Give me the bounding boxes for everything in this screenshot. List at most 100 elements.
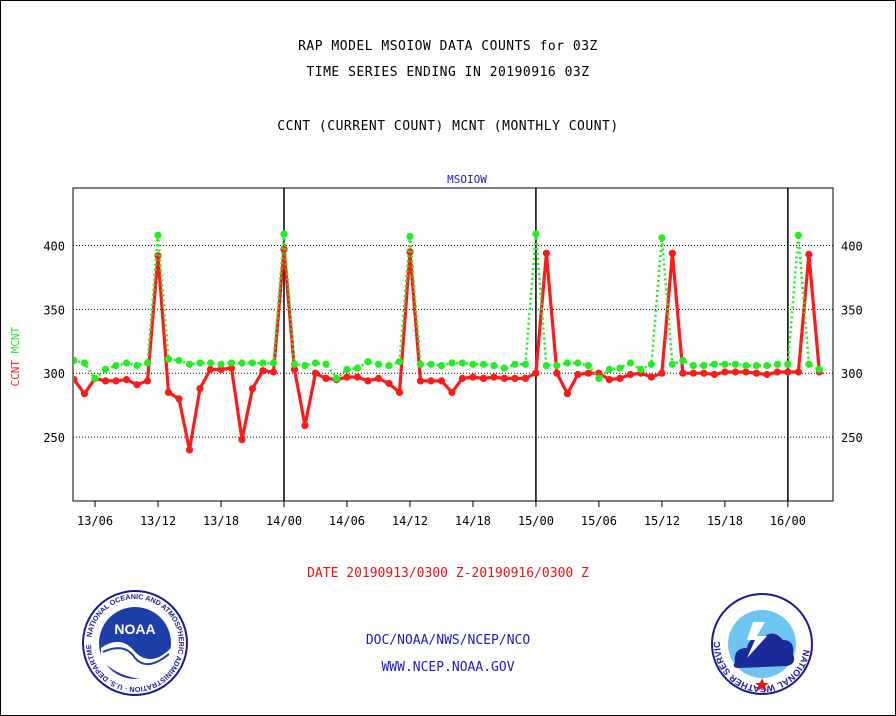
y-axis-label-ccnt: CCNT [9, 360, 22, 387]
data-point-ccnt [248, 385, 257, 393]
data-point-mcnt [238, 359, 246, 367]
data-point-mcnt [185, 360, 194, 368]
data-point-ccnt [374, 374, 383, 382]
data-point-ccnt [112, 377, 120, 385]
data-point-mcnt [164, 355, 173, 363]
data-point-mcnt [553, 362, 561, 370]
data-point-ccnt [700, 369, 708, 377]
data-point-ccnt [101, 377, 110, 385]
chart-title-line1: RAP MODEL MSOIOW DATA COUNTS for 03Z [298, 39, 598, 54]
data-point-mcnt [490, 362, 498, 370]
x-tick-label: 14/18 [455, 514, 491, 528]
data-point-mcnt [626, 359, 635, 367]
data-point-mcnt [448, 359, 456, 367]
website-link[interactable]: WWW.NCEP.NOAA.GOV [381, 660, 515, 675]
data-point-mcnt [332, 374, 341, 382]
data-point-ccnt [721, 368, 729, 376]
data-point-mcnt [406, 232, 414, 241]
data-point-mcnt [805, 360, 813, 368]
noaa-logo-text: NOAA [114, 621, 155, 637]
data-point-mcnt [710, 360, 719, 368]
data-point-ccnt [731, 368, 740, 376]
x-tick-label: 14/00 [266, 514, 302, 528]
data-point-ccnt [500, 374, 508, 382]
data-point-mcnt [752, 362, 761, 370]
data-point-ccnt [164, 388, 173, 396]
data-point-mcnt [658, 234, 666, 242]
data-point-ccnt [710, 370, 719, 379]
data-point-ccnt [269, 368, 278, 376]
data-point-mcnt [133, 362, 141, 370]
data-point-mcnt [742, 362, 750, 370]
data-point-mcnt [290, 360, 299, 368]
data-point-ccnt [616, 374, 624, 382]
data-point-mcnt [280, 230, 288, 238]
data-point-ccnt [679, 369, 687, 377]
data-point-mcnt [322, 360, 330, 368]
data-point-ccnt [154, 252, 162, 260]
x-tick-label: 15/12 [644, 514, 680, 528]
data-point-ccnt [668, 249, 677, 257]
data-point-mcnt [500, 364, 508, 372]
data-point-ccnt [395, 388, 404, 396]
y-axis-label-mcnt: MCNT [9, 327, 22, 360]
data-point-mcnt [542, 362, 551, 370]
noaa-logo: NOAA NATIONAL OCEANIC AND ATMOSPHERIC AD… [81, 590, 188, 696]
data-point-mcnt [584, 362, 593, 370]
data-point-ccnt [448, 388, 456, 396]
data-point-mcnt [773, 360, 782, 368]
data-point-ccnt [626, 370, 635, 379]
data-point-ccnt [311, 369, 320, 377]
data-point-mcnt [353, 364, 362, 372]
data-point-ccnt [437, 377, 446, 385]
data-point-ccnt [343, 373, 351, 381]
data-point-mcnt [511, 360, 519, 368]
data-point-mcnt [91, 374, 99, 382]
data-point-ccnt [542, 249, 551, 257]
data-point-mcnt [206, 359, 215, 367]
data-point-mcnt [154, 231, 162, 239]
data-point-mcnt [427, 360, 435, 368]
data-point-ccnt [752, 369, 761, 377]
data-point-ccnt [122, 376, 131, 384]
data-point-ccnt [584, 369, 593, 377]
x-tick-label: 13/06 [77, 514, 113, 528]
data-point-mcnt [437, 362, 446, 370]
data-point-mcnt [815, 365, 824, 373]
data-point-mcnt [595, 374, 603, 382]
data-point-ccnt [742, 368, 750, 376]
data-point-ccnt [490, 373, 498, 381]
x-tick-label: 13/12 [140, 514, 176, 528]
data-point-mcnt [175, 356, 183, 365]
date-range-label: DATE 20190913/0300 Z-20190916/0300 Z [307, 566, 589, 581]
x-tick-label: 16/00 [770, 514, 806, 528]
data-point-mcnt [60, 359, 67, 366]
data-point-mcnt [637, 365, 645, 373]
data-point-mcnt [574, 359, 582, 367]
data-point-ccnt [521, 374, 530, 382]
data-point-mcnt [374, 360, 383, 368]
data-point-mcnt [469, 360, 477, 368]
data-point-mcnt [416, 360, 425, 368]
data-point-mcnt [248, 359, 257, 367]
data-point-ccnt [763, 370, 771, 379]
y-tick-label-left: 400 [43, 239, 65, 253]
data-point-ccnt [175, 395, 183, 403]
data-point-mcnt [679, 356, 687, 365]
data-point-ccnt [206, 365, 215, 373]
data-point-ccnt [553, 369, 561, 377]
data-point-mcnt [74, 356, 78, 365]
data-point-ccnt [794, 368, 803, 376]
chart-title-line2: TIME SERIES ENDING IN 20190916 03Z [306, 65, 590, 80]
data-point-ccnt [605, 376, 614, 384]
data-point-ccnt [427, 377, 435, 385]
data-point-ccnt [143, 377, 152, 385]
data-point-mcnt [700, 362, 708, 370]
data-point-mcnt [479, 360, 487, 368]
y-tick-label-right: 400 [841, 239, 863, 253]
data-point-mcnt [112, 362, 120, 370]
y-tick-label-left: 350 [43, 303, 65, 317]
data-point-mcnt [605, 365, 614, 373]
data-point-ccnt [385, 379, 393, 388]
plot-title: MSOIOW [447, 173, 487, 186]
